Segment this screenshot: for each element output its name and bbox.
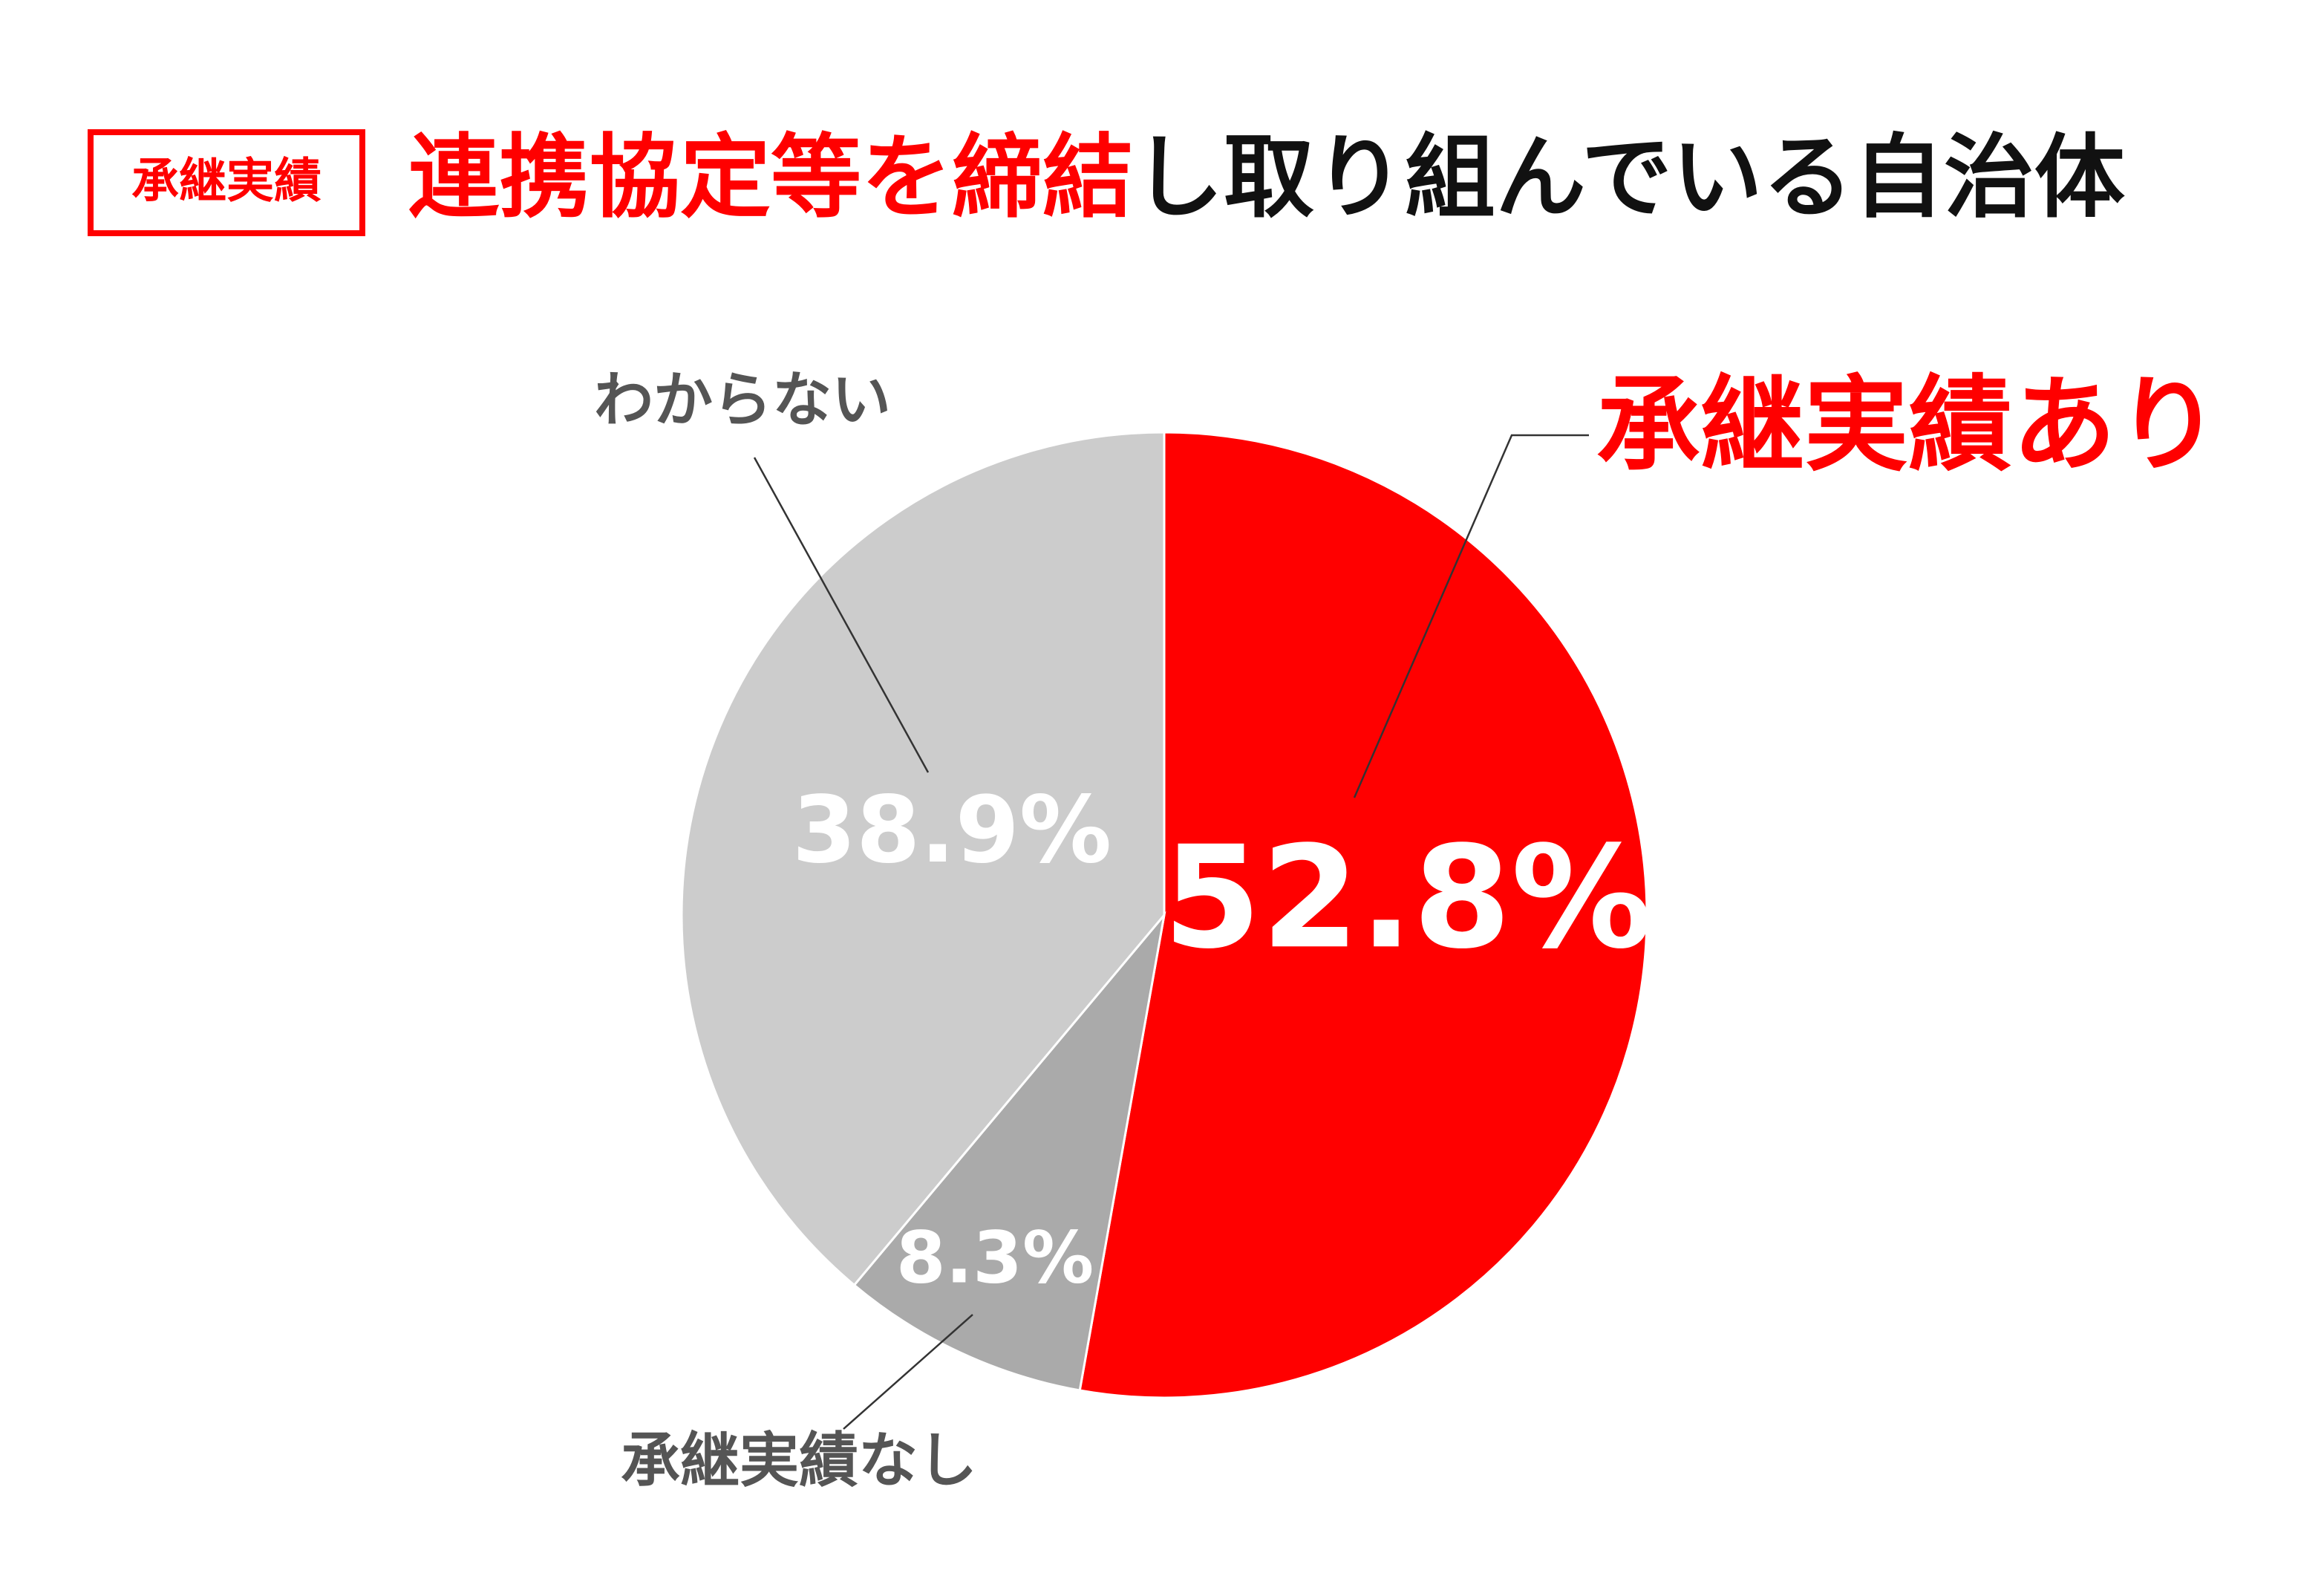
leader-line xyxy=(1353,434,1589,798)
value-label: 52.8% xyxy=(1163,815,1652,980)
value-label: 8.3% xyxy=(896,1216,1094,1299)
value-label: 38.9% xyxy=(792,777,1112,884)
badge: 承継実績 xyxy=(131,154,321,209)
category-label: わからない xyxy=(594,365,891,434)
pie-slice xyxy=(1078,431,1648,1399)
category-label: 承継実績なし xyxy=(621,1426,977,1495)
pie-slice xyxy=(680,431,1166,1287)
pie-slice xyxy=(852,911,1166,1392)
category-label: 承継実績あり xyxy=(1596,365,2220,486)
badge-box xyxy=(88,129,365,236)
leader-line xyxy=(843,1314,973,1430)
title-highlight: 連携協定等を締結 xyxy=(408,125,1133,230)
chart-title: 連携協定等を締結し取り組んでいる自治体 xyxy=(408,125,2125,230)
leader-line xyxy=(753,457,930,773)
title-rest: し取り組んでいる自治体 xyxy=(1133,125,2125,230)
